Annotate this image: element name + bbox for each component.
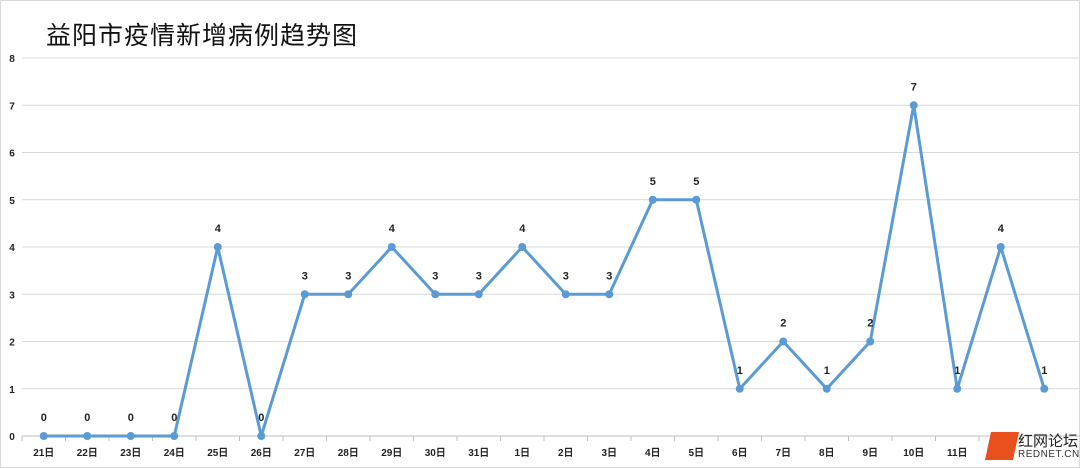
data-point xyxy=(300,290,309,299)
y-tick-label: 1 xyxy=(9,385,15,396)
data-label: 4 xyxy=(519,223,526,235)
data-point xyxy=(344,290,353,299)
x-tick-label: 27日 xyxy=(294,447,315,459)
data-label: 5 xyxy=(693,176,699,188)
data-label: 0 xyxy=(41,412,47,424)
x-tick-label: 2日 xyxy=(558,447,574,459)
x-tick-label: 25日 xyxy=(207,447,228,459)
data-label: 4 xyxy=(389,223,396,235)
data-point xyxy=(257,432,266,440)
series-line xyxy=(43,103,1046,438)
x-tick-label: 9日 xyxy=(862,447,878,459)
x-tick-label: 10日 xyxy=(903,447,924,459)
y-tick-label: 2 xyxy=(9,338,15,349)
x-tick-label: 23日 xyxy=(120,447,141,459)
data-label: 5 xyxy=(650,176,656,188)
watermark-en: REDNET.CN xyxy=(1018,449,1080,460)
x-tick-label: 24日 xyxy=(164,447,185,459)
data-point xyxy=(518,243,527,251)
data-label: 1 xyxy=(1041,365,1047,377)
data-label: 1 xyxy=(824,365,830,377)
data-label: 2 xyxy=(867,318,873,330)
data-label: 7 xyxy=(911,81,917,93)
x-tick-label: 3日 xyxy=(601,447,617,459)
y-tick-label: 0 xyxy=(9,432,15,443)
data-label: 4 xyxy=(998,223,1005,235)
data-label: 3 xyxy=(606,270,612,282)
data-label: 3 xyxy=(345,270,351,282)
data-point xyxy=(387,243,396,251)
chart-title: 益阳市疫情新增病例趋势图 xyxy=(46,21,359,50)
y-tick-label: 8 xyxy=(9,54,15,65)
x-tick-label: 6日 xyxy=(732,447,748,459)
data-point xyxy=(648,195,657,204)
x-tick-label: 21日 xyxy=(33,447,54,459)
data-point xyxy=(953,384,962,393)
data-label: 0 xyxy=(258,412,264,424)
data-label: 3 xyxy=(563,270,569,282)
y-tick-label: 6 xyxy=(9,149,15,160)
data-point xyxy=(39,432,48,440)
x-tick-label: 22日 xyxy=(77,447,98,459)
x-tick-label: 4日 xyxy=(645,447,661,459)
y-tick-label: 3 xyxy=(9,290,15,301)
data-point xyxy=(735,384,744,393)
data-label: 1 xyxy=(954,365,960,377)
data-label: 3 xyxy=(432,270,438,282)
y-tick-label: 4 xyxy=(9,243,15,254)
data-label: 3 xyxy=(302,270,308,282)
x-tick-label: 28日 xyxy=(338,447,359,459)
x-tick-label: 7日 xyxy=(775,447,791,459)
data-point xyxy=(126,432,135,440)
x-tick-label: 29日 xyxy=(381,447,402,459)
data-label: 0 xyxy=(128,412,134,424)
data-point xyxy=(213,243,222,251)
data-point xyxy=(692,195,701,204)
x-tick-label: 5日 xyxy=(688,447,704,459)
data-point xyxy=(779,337,788,346)
data-label: 4 xyxy=(215,223,222,235)
data-label: 1 xyxy=(737,365,743,377)
x-tick-label: 26日 xyxy=(251,447,272,459)
data-point xyxy=(431,290,440,299)
data-point xyxy=(909,101,918,110)
data-label: 3 xyxy=(476,270,482,282)
data-point xyxy=(561,290,570,299)
data-point xyxy=(866,337,875,346)
x-tick-label: 30日 xyxy=(425,447,446,459)
data-point xyxy=(83,432,92,440)
data-label: 2 xyxy=(780,318,786,330)
data-point xyxy=(1040,384,1049,393)
x-tick-label: 1日 xyxy=(514,447,530,459)
data-label: 0 xyxy=(171,412,177,424)
watermark: 红网论坛 REDNET.CN xyxy=(985,430,1080,466)
watermark-cn: 红网论坛 xyxy=(1018,432,1079,450)
data-point xyxy=(996,243,1005,251)
x-tick-label: 8日 xyxy=(819,447,835,459)
data-label: 0 xyxy=(84,412,90,424)
y-tick-label: 7 xyxy=(9,101,15,112)
rednet-logo-icon xyxy=(985,432,1019,460)
x-tick-label: 31日 xyxy=(468,447,489,459)
data-point xyxy=(474,290,483,299)
data-point xyxy=(170,432,179,440)
data-point xyxy=(605,290,614,299)
y-tick-label: 5 xyxy=(9,196,15,207)
x-tick-label: 11日 xyxy=(947,447,968,459)
data-point xyxy=(822,384,831,393)
